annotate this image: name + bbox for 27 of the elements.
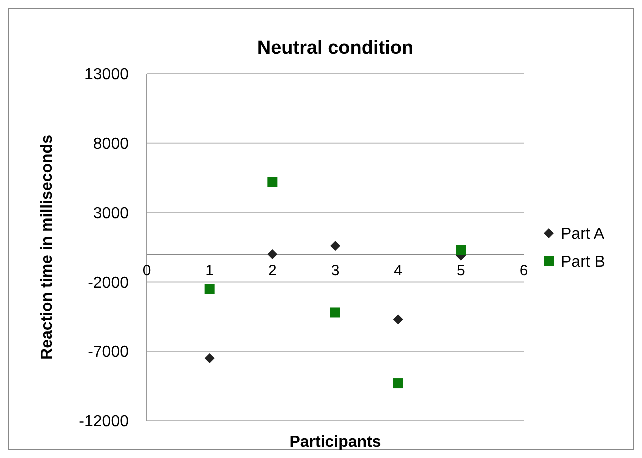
- y-tick-label: 8000: [93, 136, 130, 153]
- y-tick-label: -7000: [88, 344, 130, 362]
- x-tick-label: 6: [520, 262, 528, 280]
- x-axis-title: Participants: [290, 434, 382, 451]
- x-tick-label: 3: [331, 262, 340, 280]
- x-tick-label: 2: [268, 262, 277, 280]
- point: [393, 314, 404, 325]
- point: [268, 177, 278, 188]
- x-tick-label: 1: [206, 262, 214, 280]
- legend-label: Part A: [561, 226, 605, 244]
- point: [330, 241, 340, 252]
- y-axis-title: Reaction time in milliseconds: [39, 134, 56, 360]
- point: [204, 284, 215, 294]
- point: [268, 249, 278, 260]
- x-tick-label: 5: [456, 262, 466, 280]
- x-tick-label: 0: [142, 262, 152, 280]
- point: [393, 378, 404, 389]
- point: [204, 354, 215, 364]
- y-tick-label: 13000: [84, 66, 130, 84]
- y-tick-label: -12000: [79, 414, 130, 431]
- legend-label: Part B: [561, 254, 606, 272]
- y-tick-label: 3000: [93, 205, 130, 222]
- point: [456, 245, 466, 256]
- point: [330, 308, 340, 318]
- chart-title: Neutral condition: [257, 38, 414, 59]
- y-tick-label: -2000: [88, 274, 130, 292]
- x-tick-label: 4: [394, 262, 403, 280]
